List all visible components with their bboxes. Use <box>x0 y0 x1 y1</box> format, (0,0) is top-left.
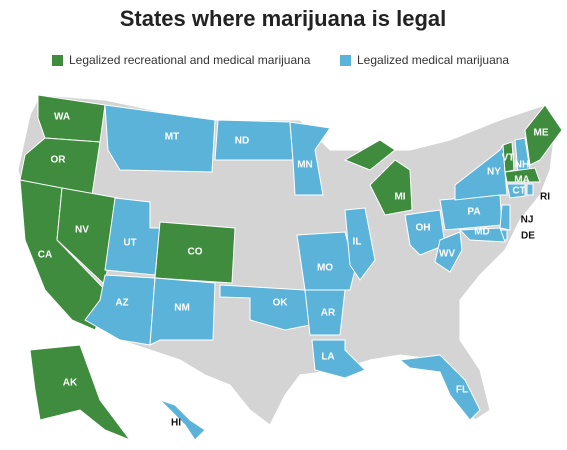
state-label: MI <box>394 192 405 203</box>
state <box>289 121 331 196</box>
state-label: UT <box>123 238 136 249</box>
state-label: WA <box>54 112 70 123</box>
state-label: NV <box>75 225 89 236</box>
state-label: AR <box>321 308 336 319</box>
legend-label: Legalized recreational and medical marij… <box>69 53 311 67</box>
state-label: LA <box>321 352 334 363</box>
state <box>311 339 366 379</box>
state-label: RI <box>540 192 550 203</box>
state-label: MA <box>514 175 530 186</box>
state <box>499 204 511 231</box>
states: WA OR CA NV MT ND MN UT CO AZ NM OK AR LA MO IL MI OH WV PA… <box>19 94 563 442</box>
state-label: OH <box>416 223 431 234</box>
state-label: IL <box>353 237 362 248</box>
state-label: MO <box>317 263 333 274</box>
state-label: CT <box>512 186 525 197</box>
state-label: NH <box>515 160 529 171</box>
state <box>369 159 413 216</box>
state <box>159 399 206 441</box>
state-label: ME <box>534 128 549 139</box>
state <box>154 221 236 284</box>
state <box>296 231 356 291</box>
state-label: ND <box>235 136 249 147</box>
state-label: OR <box>51 155 67 166</box>
state-label: NY <box>487 167 501 178</box>
state <box>149 277 216 346</box>
state <box>526 183 534 196</box>
state-label: DE <box>521 231 535 242</box>
state <box>344 207 376 281</box>
state-label: VT <box>502 153 515 164</box>
state <box>524 104 563 166</box>
legend: Legalized recreational and medical marij… <box>52 53 509 67</box>
state-label: PA <box>467 207 480 218</box>
state <box>454 143 508 201</box>
state <box>404 209 446 256</box>
state <box>343 139 396 171</box>
map-title: States where marijuana is legal <box>120 6 446 31</box>
state <box>506 183 526 199</box>
state <box>214 119 294 161</box>
state-label: MN <box>297 160 313 171</box>
state <box>104 104 216 173</box>
state <box>502 141 515 173</box>
legend-swatch <box>340 55 351 66</box>
state-label: AZ <box>115 298 128 309</box>
state <box>458 227 506 243</box>
legend-label: Legalized medical marijuana <box>357 53 509 67</box>
state-label: NJ <box>521 215 534 226</box>
legend-swatch <box>52 55 63 66</box>
state-label: OK <box>273 298 289 309</box>
state-label: CA <box>38 250 52 261</box>
state-label: AK <box>63 378 78 389</box>
state-label: WV <box>439 249 455 260</box>
state <box>504 167 541 183</box>
state-label: NM <box>174 303 190 314</box>
state-label: CO <box>188 247 203 258</box>
state-label: HI <box>171 418 181 429</box>
state-label: MT <box>165 132 179 143</box>
state <box>434 231 463 273</box>
state-label: FL <box>456 385 468 396</box>
state <box>398 354 481 421</box>
state <box>29 344 132 442</box>
state-label: MD <box>474 227 490 238</box>
